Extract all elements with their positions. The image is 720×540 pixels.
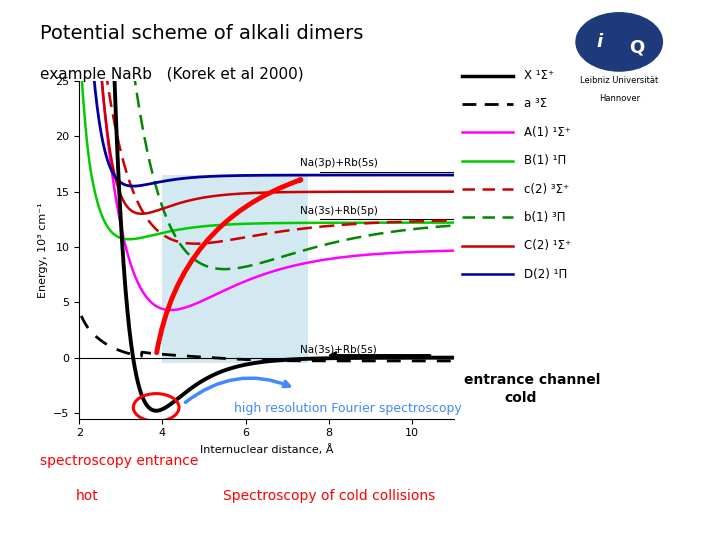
Text: a ³Σ: a ³Σ [523, 97, 546, 111]
Text: B(1) ¹Π: B(1) ¹Π [523, 154, 566, 167]
Text: Na(3s)+Rb(5s): Na(3s)+Rb(5s) [300, 344, 377, 354]
Text: C(2) ¹Σ⁺: C(2) ¹Σ⁺ [523, 239, 571, 252]
Text: hot: hot [76, 489, 99, 503]
Y-axis label: Energy, 10³ cm⁻¹: Energy, 10³ cm⁻¹ [37, 202, 48, 298]
Text: b(1) ³Π: b(1) ³Π [523, 211, 565, 224]
Text: Na(3s)+Rb(5p): Na(3s)+Rb(5p) [300, 206, 377, 216]
Text: spectroscopy entrance: spectroscopy entrance [40, 454, 198, 468]
Text: A(1) ¹Σ⁺: A(1) ¹Σ⁺ [523, 126, 570, 139]
Text: D(2) ¹Π: D(2) ¹Π [523, 267, 567, 281]
Text: c(2) ³Σ⁺: c(2) ³Σ⁺ [523, 183, 569, 195]
Text: Potential scheme of alkali dimers: Potential scheme of alkali dimers [40, 24, 363, 43]
Text: Na(3p)+Rb(5s): Na(3p)+Rb(5s) [300, 158, 377, 168]
Polygon shape [163, 175, 308, 363]
Circle shape [576, 13, 662, 71]
FancyArrowPatch shape [157, 180, 301, 353]
Text: high resolution Fourier spectroscopy: high resolution Fourier spectroscopy [234, 402, 462, 415]
Text: cold: cold [504, 392, 536, 406]
Text: Spectroscopy of cold collisions: Spectroscopy of cold collisions [223, 489, 436, 503]
X-axis label: Internuclear distance, Å: Internuclear distance, Å [199, 444, 333, 455]
Text: X ¹Σ⁺: X ¹Σ⁺ [523, 69, 554, 82]
Text: entrance channel: entrance channel [464, 373, 600, 387]
Text: Q: Q [629, 39, 644, 57]
Text: Leibniz Universität: Leibniz Universität [580, 76, 658, 85]
Text: Hannover: Hannover [598, 94, 640, 103]
Text: example NaRb   (Korek et al 2000): example NaRb (Korek et al 2000) [40, 68, 303, 83]
Text: i: i [596, 33, 602, 51]
